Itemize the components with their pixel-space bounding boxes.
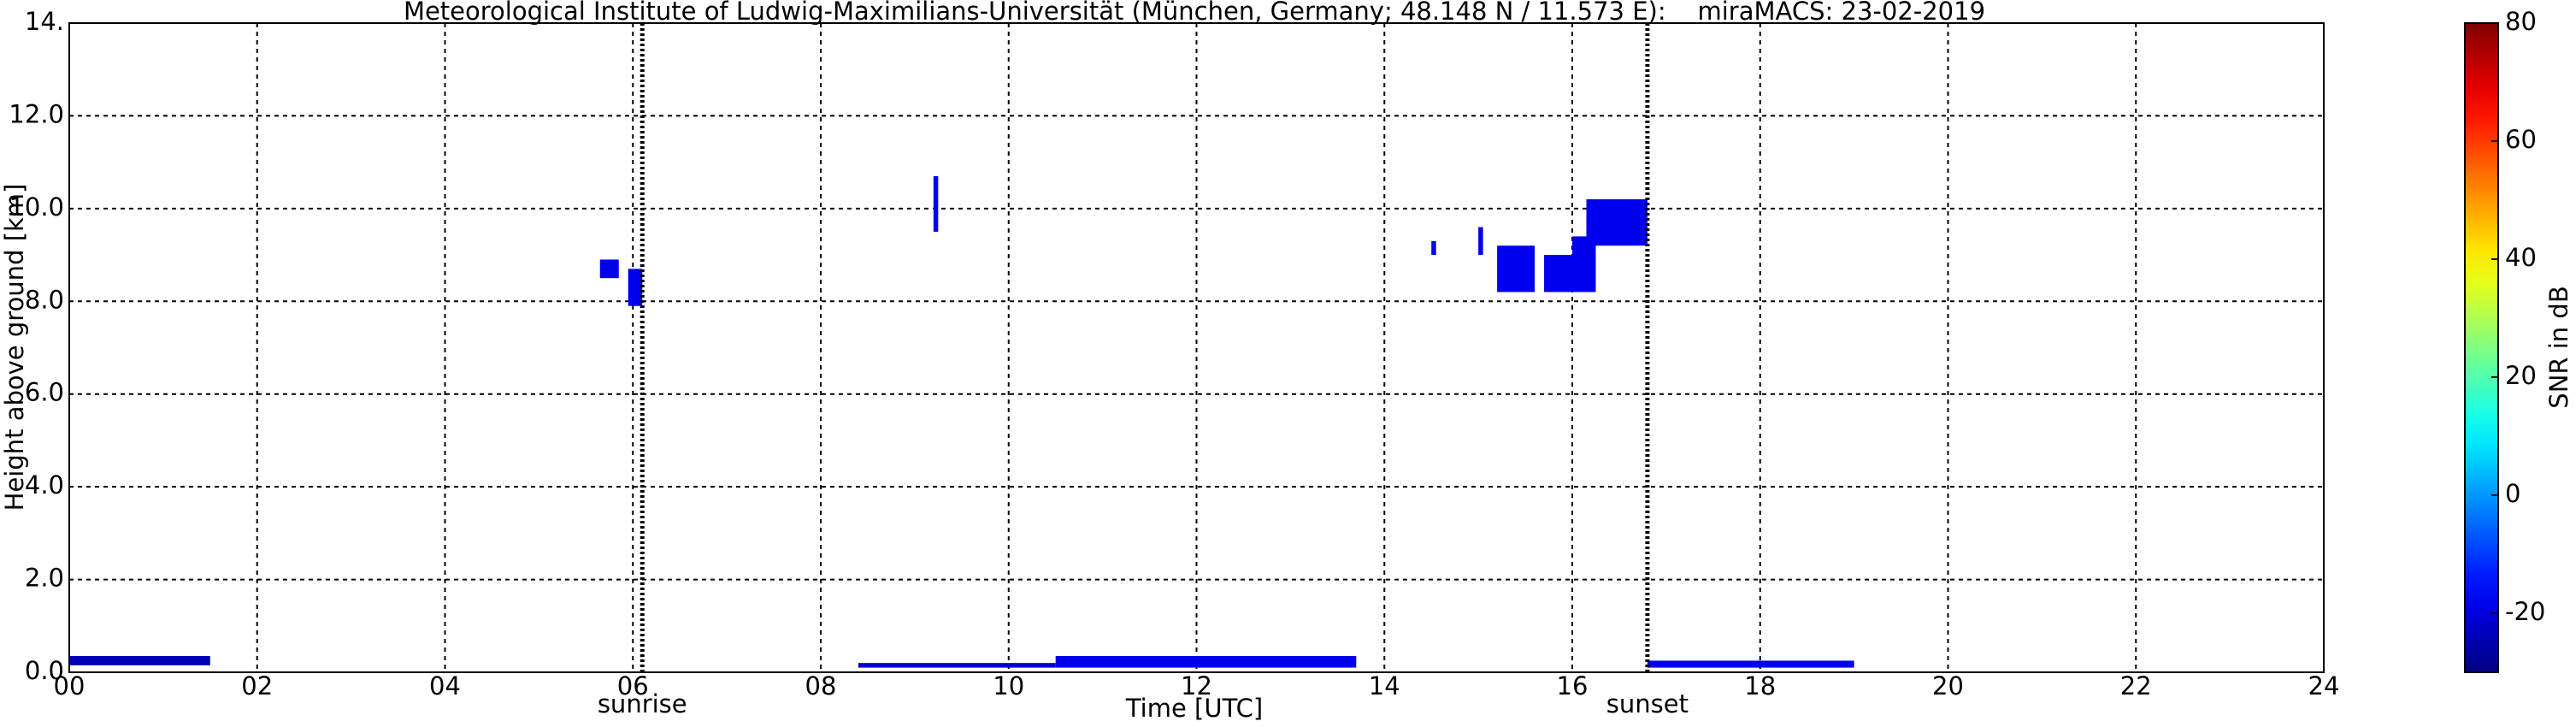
x-tick-label: 18 xyxy=(1744,671,1776,700)
x-tick-label: 20 xyxy=(1932,671,1964,700)
x-tick-label: 08 xyxy=(805,671,837,700)
radar-echo xyxy=(1055,656,1357,668)
y-tick-label: 6.0 xyxy=(25,378,64,407)
radar-echo xyxy=(69,656,210,665)
chart-title: Meteorological Institute of Ludwig-Maxim… xyxy=(404,0,1985,26)
colorbar-tick-label: 80 xyxy=(2505,7,2537,36)
x-tick-label: 22 xyxy=(2120,671,2152,700)
plot-frame xyxy=(68,22,2325,673)
colorbar-tick-label: 0 xyxy=(2505,479,2520,508)
radar-echo xyxy=(1586,199,1648,246)
colorbar xyxy=(2464,22,2499,673)
x-tick-label: 02 xyxy=(241,671,273,700)
y-tick-label: 2.0 xyxy=(25,564,64,593)
radar-echo xyxy=(1497,245,1536,293)
sun-event-label: sunrise xyxy=(598,689,687,718)
radar-echo xyxy=(599,259,619,279)
y-tick-label: 14. xyxy=(25,7,64,36)
y-tick-label: 10.0 xyxy=(9,192,64,222)
colorbar-label: SNR in dB xyxy=(2544,286,2573,408)
x-tick-label: 12 xyxy=(1181,671,1212,700)
x-tick-label: 04 xyxy=(429,671,461,700)
radar-echo xyxy=(1647,660,1854,668)
y-tick-label: 8.0 xyxy=(25,285,64,314)
x-tick-label: 06 xyxy=(617,671,649,700)
radar-echo xyxy=(1478,227,1483,256)
x-tick-label: 10 xyxy=(993,671,1024,700)
x-tick-label: 16 xyxy=(1557,671,1589,700)
radar-echo xyxy=(1431,240,1436,256)
colorbar-tick-label: 20 xyxy=(2505,361,2537,390)
radar-echo xyxy=(858,663,1056,668)
colorbar-tick-label: 40 xyxy=(2505,243,2537,272)
x-axis-label: Time [UTC] xyxy=(1125,694,1263,723)
y-tick-label: 0.0 xyxy=(25,656,64,685)
radar-echo xyxy=(933,175,939,232)
y-axis-label: Height above ground [km] xyxy=(0,184,29,511)
x-tick-label: 00 xyxy=(54,671,85,700)
y-tick-label: 12.0 xyxy=(9,99,64,128)
radar-echo xyxy=(1544,255,1572,293)
sun-event-label: sunset xyxy=(1606,689,1689,718)
colorbar-tick-label: -20 xyxy=(2505,597,2545,626)
radar-echo xyxy=(628,269,643,306)
colorbar-tick-label: 60 xyxy=(2505,125,2537,154)
x-tick-label: 24 xyxy=(2308,671,2340,700)
y-tick-label: 4.0 xyxy=(25,470,64,499)
x-tick-label: 14 xyxy=(1369,671,1400,700)
